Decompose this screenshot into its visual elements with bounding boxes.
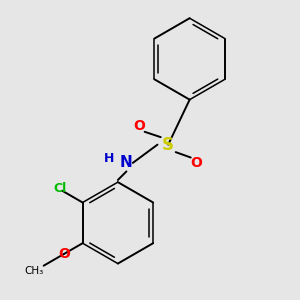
- Text: CH₃: CH₃: [25, 266, 44, 275]
- Text: H: H: [104, 152, 115, 165]
- Text: S: S: [162, 136, 174, 154]
- Text: O: O: [190, 156, 202, 170]
- Text: O: O: [58, 247, 70, 261]
- Text: O: O: [133, 119, 145, 134]
- Text: N: N: [120, 155, 133, 170]
- Text: Cl: Cl: [53, 182, 67, 195]
